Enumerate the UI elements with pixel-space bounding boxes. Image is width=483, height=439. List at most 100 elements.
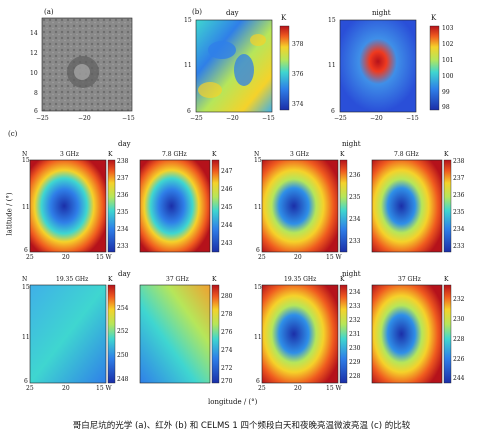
cbar-tick: 248 bbox=[117, 376, 129, 383]
panel-c-freq-title: 37 GHz bbox=[398, 276, 421, 283]
panel-b-night-cbar-tick: 101 bbox=[442, 57, 454, 64]
panel-c-ytick: 11 bbox=[254, 334, 262, 341]
panel-c-night-label-row2: night bbox=[342, 270, 361, 278]
panel-a-xtick: −20 bbox=[78, 115, 91, 122]
panel-b-night-ytick: 6 bbox=[331, 108, 335, 115]
panel-c-north: N bbox=[254, 151, 260, 158]
panel-b-night-cbar-tick: 103 bbox=[442, 25, 454, 32]
panel-c-xtick: 15 W bbox=[326, 254, 342, 261]
panel-a-ytick: 12 bbox=[30, 50, 38, 57]
panel-c-xtick: 20 bbox=[62, 385, 70, 392]
cbar-tick: 236 bbox=[117, 192, 129, 199]
cbar-tick: 243 bbox=[221, 240, 233, 247]
cbar-tick: 244 bbox=[453, 375, 465, 382]
panel-b-night-cbar-tick: 98 bbox=[442, 104, 450, 111]
cbar-tick: 228 bbox=[453, 336, 465, 343]
panel-b-day-cbar-tick: 376 bbox=[292, 71, 304, 78]
panel-c-ytick: 15 bbox=[22, 284, 30, 291]
panel-c-ytick: 11 bbox=[22, 204, 30, 211]
panel-c-day-label: day bbox=[118, 140, 131, 148]
cbar-tick: 234 bbox=[453, 226, 465, 233]
panel-a-ytick: 14 bbox=[30, 30, 38, 37]
panel-b-night-cbar-tick: 102 bbox=[442, 41, 454, 48]
panel-c-unit: K bbox=[444, 151, 449, 158]
panel-b-day-xtick: −20 bbox=[226, 115, 239, 122]
cbar-tick: 254 bbox=[117, 305, 129, 312]
panel-c-y-axis-label: latitude / (°) bbox=[5, 192, 14, 236]
panel-b-day bbox=[195, 19, 290, 113]
panel-b-night-xtick: −25 bbox=[334, 115, 347, 122]
panel-b-day-title: day bbox=[226, 9, 239, 17]
panel-c-north: N bbox=[22, 151, 28, 158]
panel-b-night-title: night bbox=[372, 9, 391, 17]
cbar-tick: 232 bbox=[453, 296, 465, 303]
panel-b-night-xtick: −15 bbox=[406, 115, 419, 122]
panel-c-xtick: 25 bbox=[258, 385, 266, 392]
panel-c-unit: K bbox=[340, 276, 345, 283]
panel-b-day-ytick: 11 bbox=[184, 62, 192, 69]
panel-c-unit: K bbox=[340, 151, 345, 158]
panel-b-day-cbar-tick: 378 bbox=[292, 41, 304, 48]
panel-c-ytick: 11 bbox=[22, 334, 30, 341]
panel-b-day-xtick: −15 bbox=[262, 115, 275, 122]
panel-c-x-axis-label: longitude / (°) bbox=[208, 398, 258, 406]
cbar-tick: 278 bbox=[221, 311, 233, 318]
panel-c-unit: K bbox=[444, 276, 449, 283]
panel-c-xtick: 20 bbox=[294, 385, 302, 392]
panel-c-xtick: 25 bbox=[258, 254, 266, 261]
panel-c-xtick: 15 W bbox=[96, 254, 112, 261]
panel-a bbox=[41, 17, 133, 112]
cbar-tick: 276 bbox=[221, 329, 233, 336]
cbar-tick: 252 bbox=[117, 328, 129, 335]
panel-b-day-unit: K bbox=[281, 14, 287, 22]
cbar-tick: 247 bbox=[221, 168, 233, 175]
panel-c-label: (c) bbox=[8, 130, 18, 138]
panel-b-day-xtick: −25 bbox=[190, 115, 203, 122]
cbar-tick: 234 bbox=[349, 216, 361, 223]
panel-c-row2 bbox=[29, 284, 452, 384]
panel-b-label: (b) bbox=[192, 8, 202, 16]
cbar-tick: 245 bbox=[221, 204, 233, 211]
cbar-tick: 226 bbox=[453, 356, 465, 363]
panel-b-day-ytick: 15 bbox=[184, 17, 192, 24]
panel-c-ytick: 6 bbox=[256, 378, 260, 385]
cbar-tick: 235 bbox=[453, 209, 465, 216]
panel-a-ytick: 6 bbox=[34, 108, 38, 115]
panel-c-freq-title: 37 GHz bbox=[166, 276, 189, 283]
cbar-tick: 231 bbox=[349, 331, 361, 338]
cbar-tick: 232 bbox=[349, 317, 361, 324]
cbar-tick: 235 bbox=[117, 209, 129, 216]
panel-c-freq-title: 3 GHz bbox=[60, 151, 79, 158]
panel-c-freq-title: 3 GHz bbox=[290, 151, 309, 158]
panel-c-ytick: 15 bbox=[22, 157, 30, 164]
cbar-tick: 250 bbox=[117, 352, 129, 359]
panel-b-day-ytick: 6 bbox=[187, 108, 191, 115]
cbar-tick: 238 bbox=[117, 158, 129, 165]
panel-b-night-unit: K bbox=[431, 14, 437, 22]
panel-c-xtick: 15 W bbox=[96, 385, 112, 392]
cbar-tick: 235 bbox=[349, 194, 361, 201]
panel-b-night-cbar-tick: 100 bbox=[442, 73, 454, 80]
cbar-tick: 272 bbox=[221, 365, 233, 372]
cbar-tick: 274 bbox=[221, 347, 233, 354]
cbar-tick: 230 bbox=[349, 345, 361, 352]
figure-caption: 哥白尼坑的光学 (a)、红外 (b) 和 CELMS 1 四个频段白天和夜晚亮温… bbox=[72, 421, 411, 431]
cbar-tick: 244 bbox=[221, 222, 233, 229]
panel-c-ytick: 11 bbox=[254, 204, 262, 211]
panel-a-xtick: −25 bbox=[36, 115, 49, 122]
cbar-tick: 230 bbox=[453, 316, 465, 323]
panel-c-xtick: 25 bbox=[26, 385, 34, 392]
panel-c-unit: K bbox=[212, 276, 217, 283]
cbar-tick: 229 bbox=[349, 359, 361, 366]
cbar-tick: 237 bbox=[453, 175, 465, 182]
cbar-tick: 234 bbox=[349, 289, 361, 296]
panel-c-day-label-row2: day bbox=[118, 270, 131, 278]
cbar-tick: 228 bbox=[349, 373, 361, 380]
cbar-tick: 236 bbox=[453, 192, 465, 199]
panel-c-xtick: 25 bbox=[26, 254, 34, 261]
panel-a-ytick: 10 bbox=[30, 70, 38, 77]
panel-a-xtick: −15 bbox=[122, 115, 135, 122]
cbar-tick: 246 bbox=[221, 186, 233, 193]
panel-c-row1 bbox=[29, 159, 452, 253]
